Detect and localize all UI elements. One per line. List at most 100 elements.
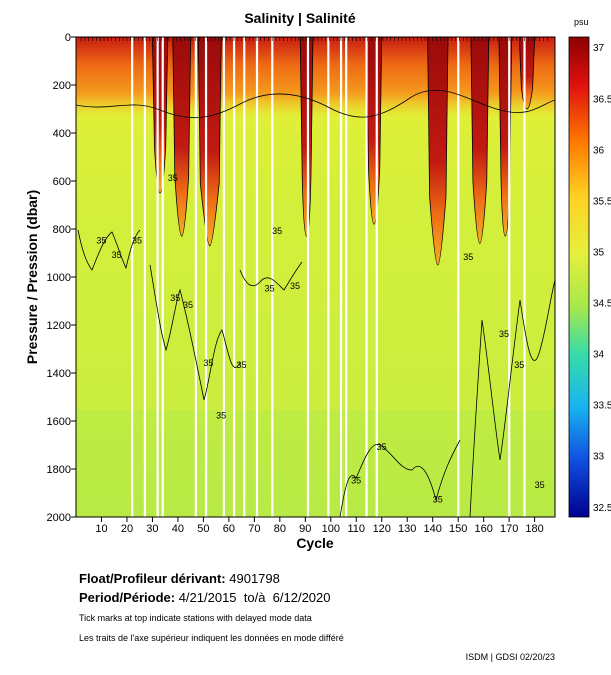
missing-profile-gap: [457, 37, 460, 517]
high-salinity-column: [518, 37, 536, 110]
missing-profile-gap: [194, 37, 197, 517]
colorbar-tick-label: 34.5: [593, 299, 611, 310]
period-value: 4/21/2015 to/à 6/12/2020: [178, 590, 331, 605]
x-tick-label: 10: [95, 523, 107, 535]
y-tick-label: 1600: [47, 416, 71, 428]
colorbar-tick-label: 35: [593, 247, 605, 258]
x-tick-label: 180: [525, 523, 543, 535]
x-tick-label: 80: [274, 523, 286, 535]
y-tick-label: 800: [53, 224, 71, 236]
contour-label: 35: [112, 250, 122, 260]
contour-line-mid: [239, 261, 303, 291]
contours: [76, 89, 555, 517]
high-salinity-columns: [152, 37, 536, 266]
high-salinity-column: [366, 37, 383, 225]
high-salinity-column: [470, 37, 490, 244]
colorbar-tick-label: 36: [593, 145, 605, 156]
missing-profile-gap: [345, 37, 348, 517]
x-axis-label: Cycle: [296, 535, 334, 551]
missing-profile-gap: [143, 37, 146, 517]
colorbar-tick-label: 33.5: [593, 401, 611, 412]
y-tick-label: 0: [65, 32, 71, 44]
float-label: Float/Profileur dérivant:: [79, 571, 226, 586]
y-tick-label: 1200: [47, 320, 71, 332]
missing-profile-gap: [222, 37, 225, 517]
missing-profile-gap: [365, 37, 368, 517]
note-english: Tick marks at top indicate stations with…: [79, 613, 312, 623]
missing-profile-gap: [271, 37, 274, 517]
missing-profile-gap: [161, 37, 164, 517]
contour-line-east: [469, 279, 555, 517]
high-salinity-column: [299, 37, 314, 237]
missing-profile-gap: [306, 37, 310, 517]
contour-label: 35: [168, 173, 178, 183]
y-tick-label: 600: [53, 176, 71, 188]
y-tick-label: 2000: [47, 512, 71, 524]
contour-label: 35: [272, 226, 282, 236]
x-tick-label: 170: [500, 523, 518, 535]
contour-line-deep-east: [339, 439, 461, 517]
footer-stamp: ISDM | GDSI 02/20/23: [465, 652, 555, 662]
contour-label: 35: [290, 281, 300, 291]
colorbar-tick-label: 33: [593, 452, 605, 463]
x-tick-label: 60: [223, 523, 235, 535]
contour-label: 35: [132, 235, 142, 245]
float-info: Float/Profileur dérivant: 4901798: [79, 571, 280, 586]
colorbar-unit: psu: [574, 17, 589, 27]
contour-label: 35: [499, 329, 509, 339]
y-tick-label: 1800: [47, 464, 71, 476]
missing-profile-gap: [243, 37, 246, 517]
contour-label: 35: [216, 411, 226, 421]
x-tick-label: 140: [424, 523, 442, 535]
contour-label: 35: [351, 475, 361, 485]
y-tick-label: 200: [53, 80, 71, 92]
period-label: Period/Période:: [79, 590, 176, 605]
missing-profile-gap: [375, 37, 378, 517]
high-salinity-column: [427, 37, 449, 266]
contour-line-deep-west: [149, 264, 241, 401]
missing-profile-gap: [131, 37, 134, 517]
y-axis: 0 200 400 600 800 1000 1200 1400 1600 1800 2000: [47, 32, 76, 524]
note-french: Les traits de l'axe supérieur indiquent …: [79, 633, 344, 643]
float-id: 4901798: [229, 571, 280, 586]
x-tick-label: 110: [347, 523, 365, 535]
missing-profiles: [131, 37, 526, 517]
x-tick-label: 160: [474, 523, 492, 535]
period-info: Period/Période: 4/21/2015 to/à 6/12/2020: [79, 590, 331, 605]
x-tick-label: 120: [373, 523, 391, 535]
x-tick-label: 30: [146, 523, 158, 535]
colorbar-gradient: [568, 36, 590, 518]
contour-label: 35: [514, 360, 524, 370]
missing-profile-gap: [232, 37, 236, 517]
contour-label: 35: [183, 300, 193, 310]
chart-title: Salinity | Salinité: [244, 10, 355, 26]
colorbar-tick-label: 37: [593, 43, 605, 54]
x-tick-label: 70: [248, 523, 260, 535]
missing-profile-gap: [523, 37, 526, 517]
x-tick-label: 50: [197, 523, 209, 535]
high-salinity-column: [152, 37, 169, 194]
contour-label: 35: [535, 480, 545, 490]
contour-label: 35: [377, 442, 387, 452]
missing-profile-gap: [327, 37, 330, 517]
contour-label: 35: [170, 293, 180, 303]
y-tick-label: 1400: [47, 368, 71, 380]
x-tick-label: 40: [172, 523, 184, 535]
contour-label: 35: [433, 495, 443, 505]
missing-profile-gap: [156, 37, 159, 517]
contour-label: 35: [265, 283, 275, 293]
contour-label: 35: [463, 252, 473, 262]
x-axis: 10 20 30 40 50 60 70 80 90 100 110 120 130 140 150 160 1…: [95, 517, 544, 535]
y-tick-label: 1000: [47, 272, 71, 284]
contour-label: 35: [237, 360, 247, 370]
colorbar-ticks: 37 36.5 36 35.5 35 34.5 34 33.5 33 32.5: [593, 43, 611, 514]
x-tick-label: 90: [299, 523, 311, 535]
contour-line-surface: [76, 89, 555, 119]
colorbar-tick-label: 35.5: [593, 196, 611, 207]
x-tick-label: 130: [398, 523, 416, 535]
y-tick-label: 400: [53, 128, 71, 140]
y-axis-label: Pressure / Pression (dbar): [24, 190, 40, 364]
